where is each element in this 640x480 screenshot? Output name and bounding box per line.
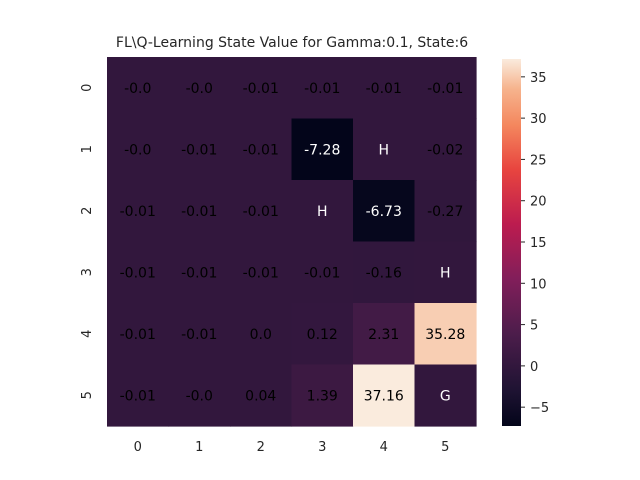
heatmap-cell <box>168 180 231 243</box>
heatmap-cell <box>107 180 170 243</box>
heatmap-cell <box>168 118 231 181</box>
heatmap-cell <box>291 241 354 304</box>
heatmap-cell <box>353 303 416 366</box>
colorbar-tick-label: 25 <box>530 153 547 168</box>
y-tick-label: 4 <box>80 330 95 338</box>
x-tick-label: 5 <box>441 440 449 455</box>
cell-label: 37.16 <box>364 388 404 404</box>
colorbar-tick-label: 35 <box>530 71 547 86</box>
cell-label: -0.0 <box>124 142 151 158</box>
heatmap-cell <box>168 303 231 366</box>
cell-label: H <box>440 265 451 281</box>
cell-label: -0.0 <box>186 388 213 404</box>
cell-label: -0.01 <box>120 265 156 281</box>
colorbar-tick-label: 20 <box>530 195 547 210</box>
heatmap-cell <box>291 364 354 427</box>
heatmap-cell <box>230 241 293 304</box>
cell-label: -7.28 <box>304 142 340 158</box>
cell-label: 35.28 <box>425 327 465 343</box>
cell-label: -0.01 <box>304 81 340 97</box>
cell-label: -0.01 <box>427 81 463 97</box>
heatmap-cell <box>168 241 231 304</box>
colorbar <box>502 59 521 426</box>
colorbar-tick-label: 5 <box>530 319 538 334</box>
colorbar-tick-label: 30 <box>530 112 547 127</box>
x-tick-label: 1 <box>195 440 203 455</box>
heatmap-cell <box>414 118 477 181</box>
colorbar-tick-label: 15 <box>530 236 547 251</box>
cell-label: -0.01 <box>120 327 156 343</box>
cell-label: G <box>440 388 451 404</box>
y-tick-label: 2 <box>80 207 95 215</box>
cell-label: -0.01 <box>181 204 217 220</box>
x-tick-label: 0 <box>134 440 142 455</box>
heatmap-cell <box>230 364 293 427</box>
cell-label: -6.73 <box>366 204 402 220</box>
cell-label: 0.04 <box>245 388 276 404</box>
cell-label: -0.01 <box>243 265 279 281</box>
heatmap-cell <box>414 303 477 366</box>
heatmap-cell <box>107 241 170 304</box>
cell-label: -0.01 <box>181 265 217 281</box>
heatmap-cell <box>230 303 293 366</box>
cell-label: 1.39 <box>307 388 338 404</box>
cell-label: H <box>317 204 328 220</box>
cell-label: -0.01 <box>243 204 279 220</box>
heatmap-cell <box>414 241 477 304</box>
y-tick-label: 0 <box>80 84 95 92</box>
heatmap-cell <box>107 364 170 427</box>
cell-label: -0.01 <box>181 142 217 158</box>
heatmap-cell <box>230 180 293 243</box>
cell-label: -0.01 <box>243 81 279 97</box>
cell-label: 0.0 <box>250 327 272 343</box>
heatmap-cell <box>291 57 354 120</box>
y-tick-label: 5 <box>80 391 95 399</box>
heatmap-cell <box>353 241 416 304</box>
heatmap-cell <box>353 118 416 181</box>
heatmap-cell <box>168 57 231 120</box>
cell-label: -0.01 <box>366 81 402 97</box>
x-tick-label: 4 <box>380 440 388 455</box>
cell-label: 0.12 <box>307 327 338 343</box>
cell-label: -0.0 <box>186 81 213 97</box>
colorbar-tick-label: 0 <box>530 360 538 375</box>
heatmap-cell <box>291 118 354 181</box>
cell-label: 2.31 <box>368 327 399 343</box>
heatmap-cell <box>230 118 293 181</box>
heatmap-cell <box>107 303 170 366</box>
chart-title: FL\Q-Learning State Value for Gamma:0.1,… <box>115 35 469 51</box>
heatmap-cell <box>353 57 416 120</box>
heatmap-cell <box>168 364 231 427</box>
heatmap-cell <box>353 364 416 427</box>
cell-label: -0.02 <box>427 142 463 158</box>
heatmap-cell <box>107 118 170 181</box>
heatmap-cell <box>291 303 354 366</box>
cell-label: -0.01 <box>304 265 340 281</box>
heatmap-cell <box>414 364 477 427</box>
y-tick-label: 3 <box>80 268 95 276</box>
cell-label: H <box>378 142 389 158</box>
colorbar-tick-label: 10 <box>530 277 547 292</box>
heatmap-cell <box>107 57 170 120</box>
heatmap-cell <box>230 57 293 120</box>
x-tick-label: 3 <box>318 440 326 455</box>
heatmap-cell <box>414 180 477 243</box>
cell-label: -0.0 <box>124 81 151 97</box>
y-tick-label: 1 <box>80 145 95 153</box>
heatmap-cell <box>414 57 477 120</box>
cell-label: -0.16 <box>366 265 402 281</box>
colorbar-tick-label: −5 <box>530 401 549 416</box>
heatmap-cell <box>353 180 416 243</box>
cell-label: -0.01 <box>120 204 156 220</box>
cell-label: -0.01 <box>120 388 156 404</box>
x-tick-label: 2 <box>257 440 265 455</box>
cell-label: -0.01 <box>243 142 279 158</box>
heatmap-cell <box>291 180 354 243</box>
cell-label: -0.27 <box>427 204 463 220</box>
cell-label: -0.01 <box>181 327 217 343</box>
